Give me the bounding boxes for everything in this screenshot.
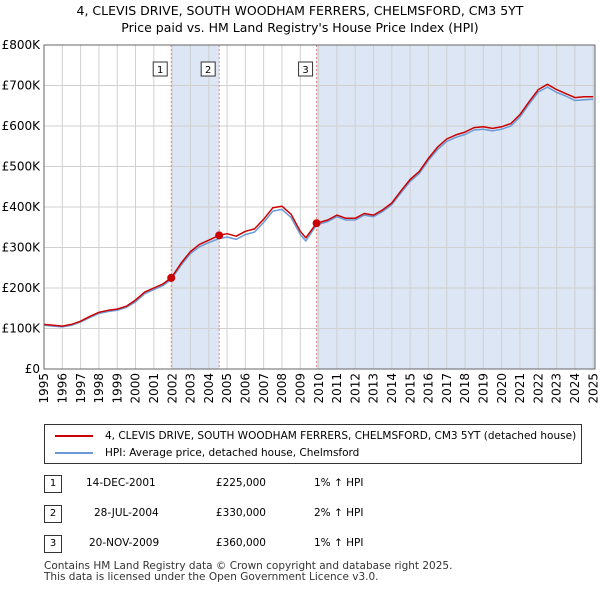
legend-swatch-price <box>55 435 93 437</box>
x-tick-label: 2023 <box>550 373 564 404</box>
transaction-hpi: 1% ↑ HPI <box>314 537 364 549</box>
x-tick-label: 2001 <box>147 373 161 404</box>
x-tick-label: 2025 <box>586 373 600 404</box>
transaction-date: 20-NOV-2009 <box>89 537 160 549</box>
x-tick-label: 1997 <box>74 373 88 404</box>
x-tick-label: 2024 <box>568 373 582 404</box>
sale-label: 1 <box>157 65 163 76</box>
x-tick-label: 2003 <box>184 373 198 404</box>
x-tick-label: 2007 <box>257 373 271 404</box>
y-tick-label: £0 <box>25 362 40 376</box>
y-tick-label: £500K <box>2 160 42 174</box>
x-tick-label: 2010 <box>312 373 326 404</box>
legend-label-hpi: HPI: Average price, detached house, Chel… <box>105 447 360 459</box>
x-tick-label: 2002 <box>165 373 179 404</box>
x-tick-label: 1999 <box>110 373 124 404</box>
x-tick-label: 2005 <box>220 373 234 404</box>
y-tick-label: £200K <box>2 281 42 295</box>
y-tick-label: £300K <box>2 241 42 255</box>
x-tick-label: 1996 <box>56 373 70 404</box>
price-chart: £0 £100K £200K £300K £400K £500K £600K £700K £80… <box>2 38 600 404</box>
x-tick-label: 2000 <box>129 373 143 404</box>
transaction-hpi: 1% ↑ HPI <box>314 477 364 489</box>
x-tick-label: 2009 <box>293 373 307 404</box>
x-tick-label: 2004 <box>202 373 216 404</box>
legend-swatch-hpi <box>55 452 93 454</box>
legend-item-hpi: HPI: Average price, detached house, Chel… <box>55 445 359 461</box>
x-tick-label: 1995 <box>37 373 51 404</box>
sale-label-box <box>200 61 216 77</box>
x-tick-label: 2021 <box>513 373 527 404</box>
sale-label-box <box>298 61 314 77</box>
x-tick-label: 2013 <box>367 373 381 404</box>
chart-legend: 4, CLEVIS DRIVE, SOUTH WOODHAM FERRERS, … <box>44 424 582 464</box>
x-tick-label: 2014 <box>385 373 399 404</box>
sale-point <box>167 273 176 282</box>
y-tick-label: £100K <box>2 322 42 336</box>
x-tick-label: 2011 <box>330 373 344 404</box>
footer-copyright: Contains HM Land Registry data © Crown c… <box>44 560 453 572</box>
transaction-price: £360,000 <box>215 537 266 549</box>
legend-label-price: 4, CLEVIS DRIVE, SOUTH WOODHAM FERRERS, … <box>105 430 577 442</box>
footer-licence: This data is licensed under the Open Gov… <box>44 571 379 583</box>
x-tick-label: 2018 <box>458 373 472 404</box>
x-tick-label: 2006 <box>239 373 253 404</box>
sale-label: 2 <box>205 65 211 76</box>
legend-item-price: 4, CLEVIS DRIVE, SOUTH WOODHAM FERRERS, … <box>55 428 576 444</box>
y-tick-label: £800K <box>2 38 42 52</box>
x-tick-label: 2022 <box>531 373 545 404</box>
sale-label-box <box>152 61 168 77</box>
chart-title-line2: Price paid vs. HM Land Registry's House … <box>121 20 479 35</box>
plot-border <box>43 44 596 370</box>
x-tick-label: 2016 <box>422 373 436 404</box>
transaction-date: 28-JUL-2004 <box>94 507 159 519</box>
sale-point <box>312 219 321 228</box>
transaction-price: £330,000 <box>215 507 266 519</box>
x-tick-label: 1998 <box>92 373 106 404</box>
transaction-number: 1 <box>44 475 62 493</box>
x-tick-label: 2019 <box>477 373 491 404</box>
transaction-hpi: 2% ↑ HPI <box>314 507 364 519</box>
transaction-price: £225,000 <box>215 477 266 489</box>
chart-title-line1: 4, CLEVIS DRIVE, SOUTH WOODHAM FERRERS, … <box>76 3 524 18</box>
footer-note: Contains HM Land Registry data © Crown c… <box>44 561 452 583</box>
y-tick-label: £700K <box>2 79 42 93</box>
x-tick-label: 2008 <box>275 373 289 404</box>
x-tick-label: 2015 <box>403 373 417 404</box>
y-tick-label: £400K <box>2 200 42 214</box>
transaction-number: 3 <box>44 535 62 553</box>
x-tick-label: 2020 <box>495 373 509 404</box>
x-tick-label: 2012 <box>348 373 362 404</box>
sale-point <box>215 231 224 240</box>
sale-label: 3 <box>302 65 308 76</box>
y-tick-label: £600K <box>2 119 42 133</box>
transaction-date: 14-DEC-2001 <box>86 477 156 489</box>
x-tick-label: 2017 <box>440 373 454 404</box>
transaction-number: 2 <box>44 505 62 523</box>
